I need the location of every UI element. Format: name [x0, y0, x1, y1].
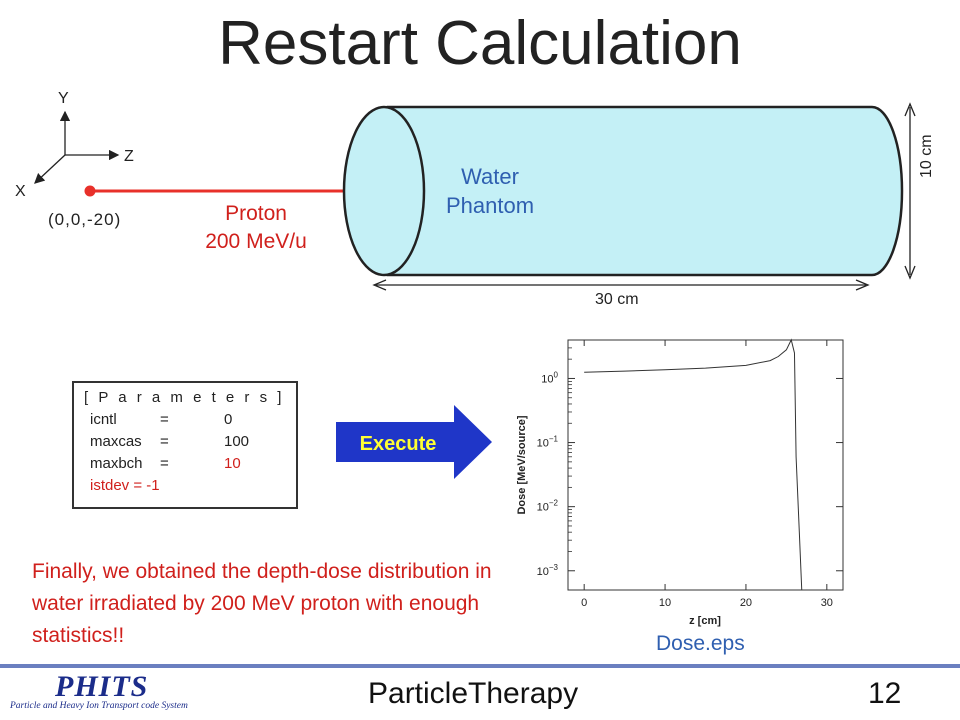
dose-chart: 0 10 20 30 100 10−1 10−2 10−3 z [cm] Dose [MeV/…: [516, 338, 844, 627]
phantom-label-line1: Water: [461, 164, 519, 189]
param-key: maxcas: [90, 433, 142, 450]
dose-caption: Dose.eps: [656, 632, 745, 655]
dimension-10cm: [904, 102, 916, 280]
beam-label: Proton 200 MeV/u: [176, 200, 336, 256]
axis-x-label: X: [15, 183, 26, 200]
coordinate-axes: [34, 110, 120, 184]
footer-topic: ParticleTherapy: [368, 677, 579, 710]
execute-arrow: Execute: [336, 405, 492, 479]
diameter-label: 10 cm: [918, 134, 935, 178]
length-label: 30 cm: [595, 291, 639, 308]
param-value-highlight: 10: [224, 455, 241, 472]
source-coordinate: (0,0,-20): [48, 210, 122, 229]
param-row: maxcas = 100: [84, 433, 296, 455]
param-extra: istdev = -1: [90, 477, 160, 494]
dose-series-line: [584, 338, 811, 591]
param-row: icntl = 0: [84, 411, 296, 433]
param-value: 0: [224, 411, 233, 428]
param-eq: =: [160, 411, 169, 428]
chart-xlabel: z [cm]: [689, 615, 721, 627]
slide-number: 12: [868, 677, 902, 710]
y-tick-label: 100: [541, 370, 558, 385]
proton-beam-arrow: [84, 179, 377, 203]
summary-text: Finally, we obtained the depth-dose dist…: [32, 560, 492, 647]
beam-energy: 200 MeV/u: [205, 230, 307, 253]
param-row: maxbch = 10: [84, 455, 296, 477]
param-key: icntl: [90, 411, 117, 428]
param-eq: =: [160, 455, 169, 472]
chart-ylabel: Dose [MeV/source]: [516, 415, 528, 514]
water-phantom-cylinder: [342, 105, 904, 277]
phantom-label-line2: Phantom: [445, 193, 535, 218]
axis-y-label: Y: [58, 90, 69, 107]
parameters-header: [ P a r a m e t e r s ]: [84, 389, 285, 406]
geometry-diagram: [34, 102, 916, 291]
footer-divider: [0, 664, 960, 668]
param-eq: =: [160, 433, 169, 450]
phantom-label: Water Phantom: [420, 162, 560, 220]
beam-particle: Proton: [225, 202, 287, 225]
y-tick-label: 10−3: [537, 563, 559, 578]
x-tick-label: 30: [821, 597, 833, 609]
param-value: 100: [224, 433, 250, 450]
x-tick-label: 0: [581, 597, 587, 609]
phits-logo: PHITS Particle and Heavy Ion Transport c…: [10, 670, 220, 712]
x-tick-label: 20: [740, 597, 752, 609]
dimension-30cm: [372, 279, 870, 291]
y-tick-label: 10−1: [537, 435, 559, 450]
execute-label: Execute: [360, 433, 437, 455]
parameters-box: [ P a r a m e t e r s ] icntl = 0 maxcas…: [72, 381, 298, 509]
axis-z-label: Z: [124, 148, 134, 165]
y-tick-label: 10−2: [537, 499, 559, 514]
param-key: maxbch: [90, 455, 143, 472]
phits-logo-subtitle: Particle and Heavy Ion Transport code Sy…: [10, 701, 188, 711]
slide-title: Restart Calculation: [218, 9, 742, 78]
x-tick-label: 10: [659, 597, 671, 609]
phits-logo-name: PHITS: [55, 670, 149, 703]
